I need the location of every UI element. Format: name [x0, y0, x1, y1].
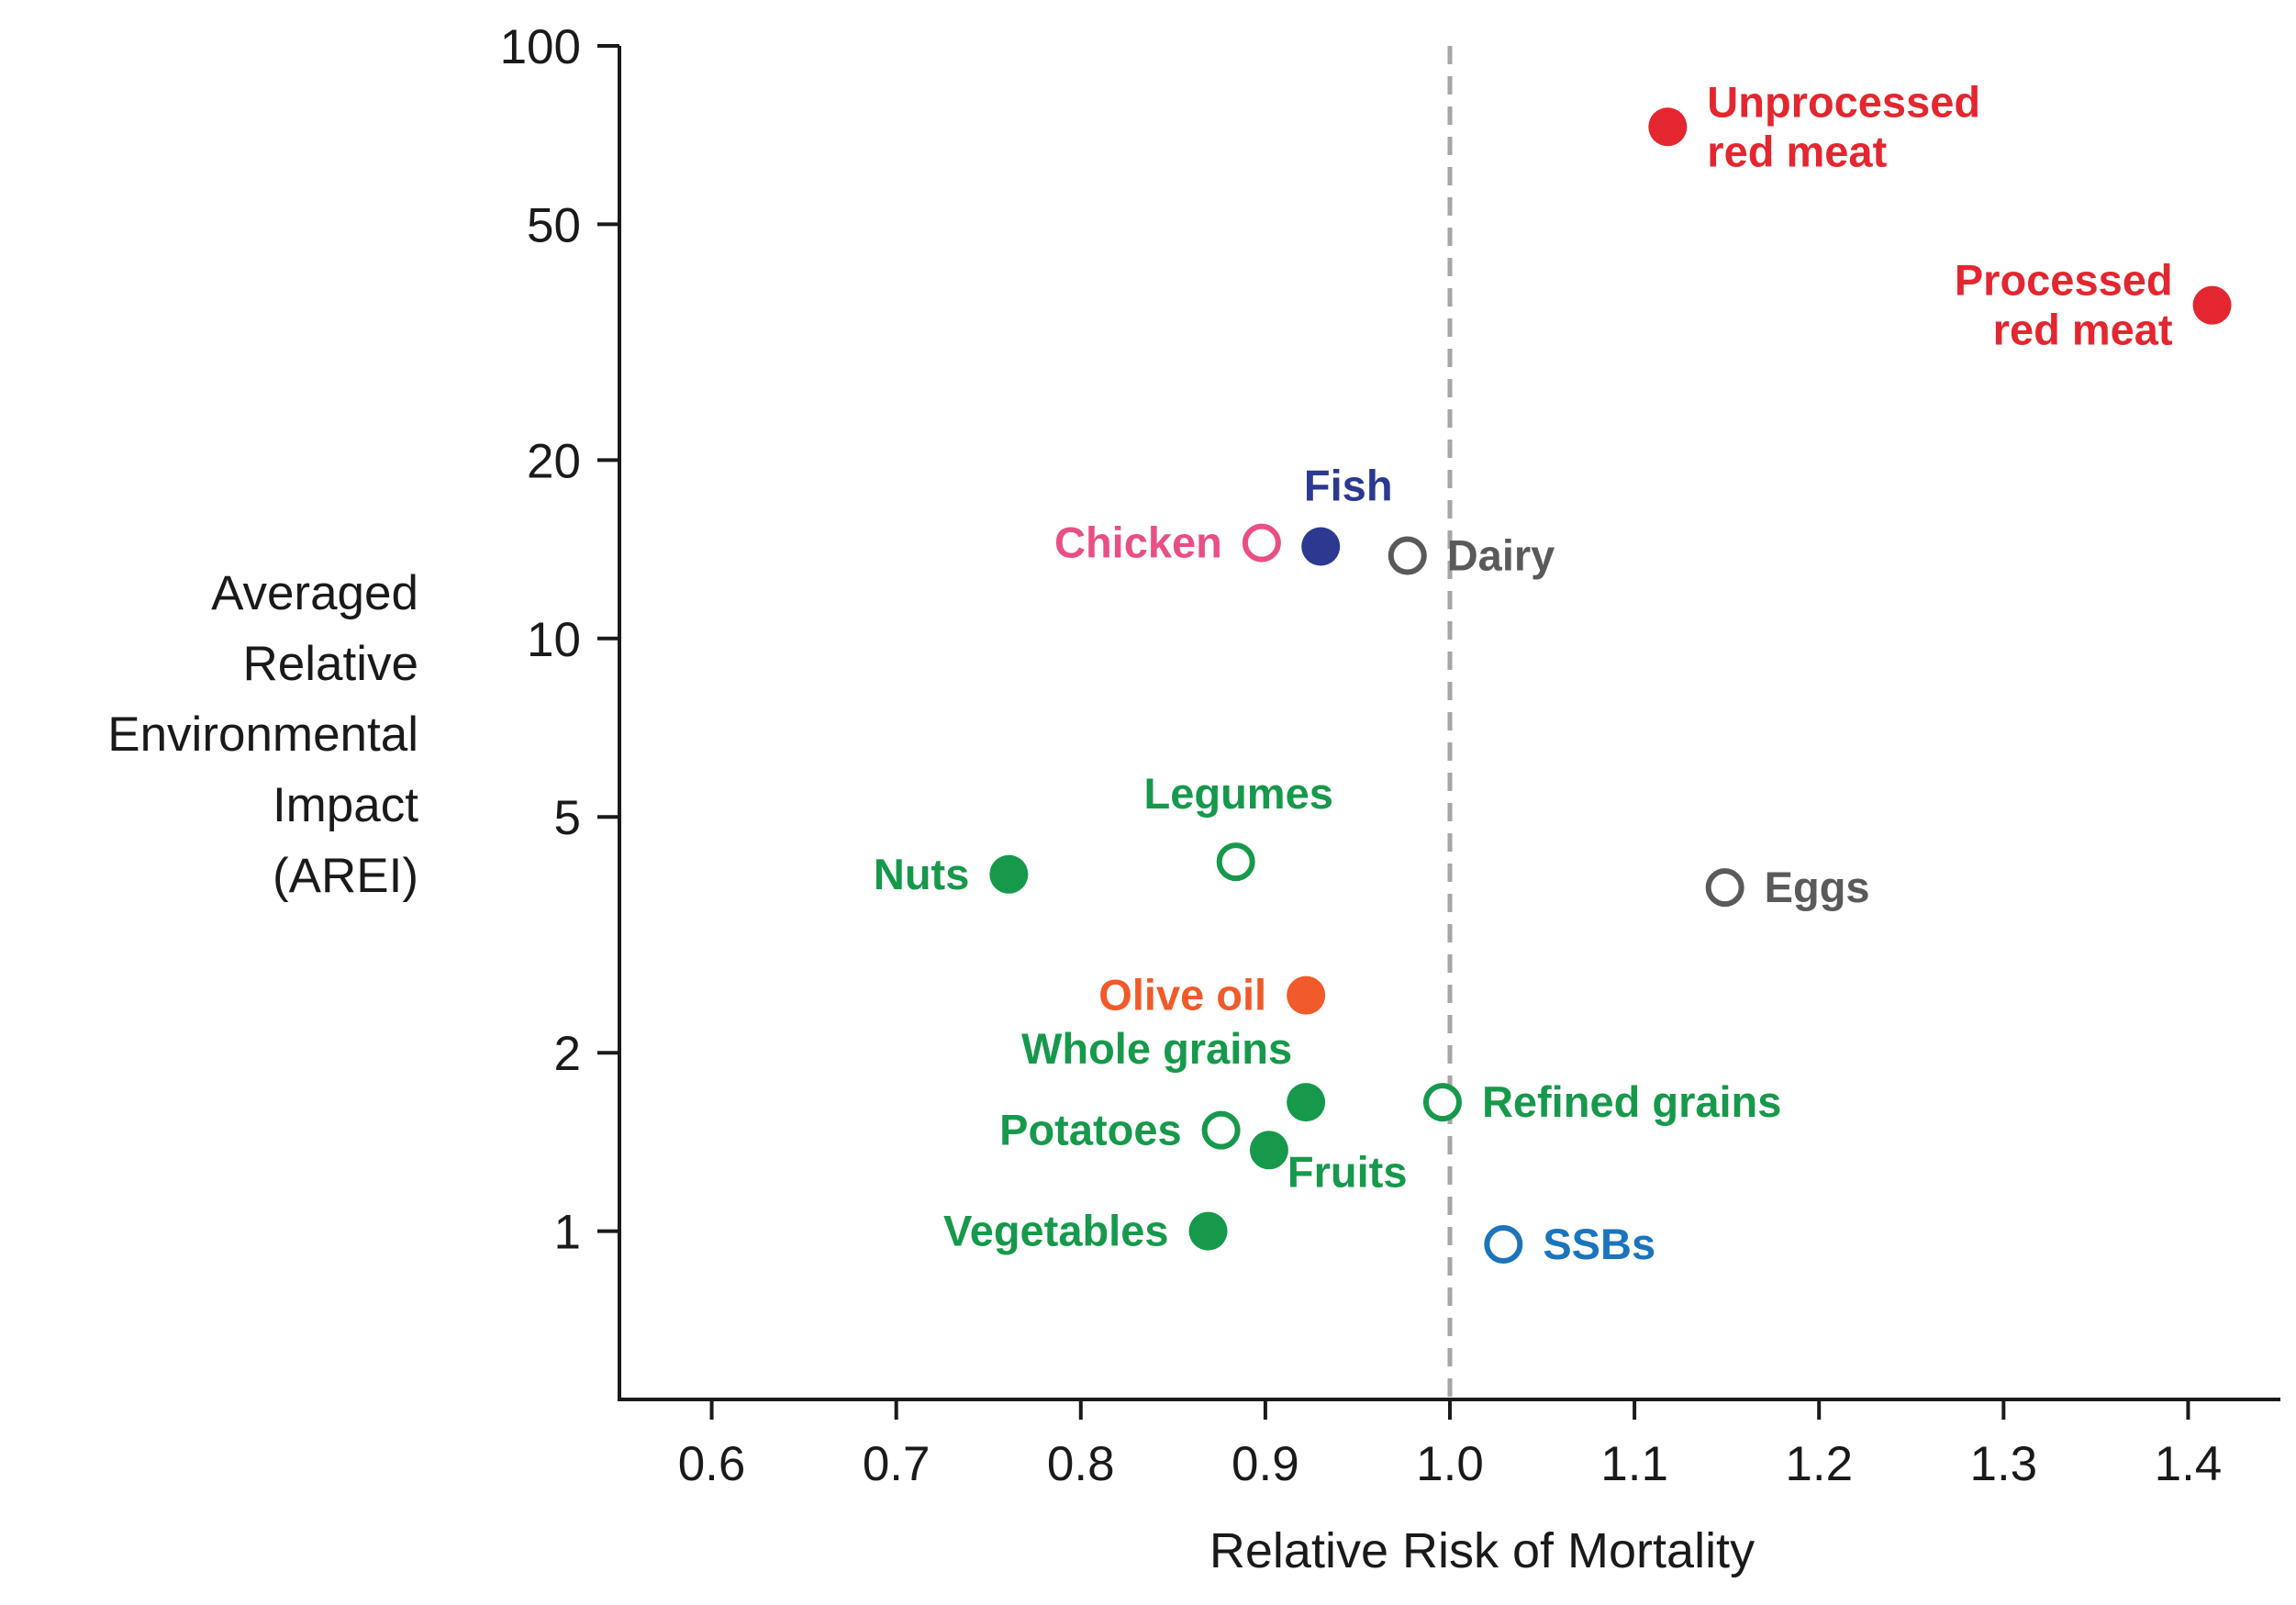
- y-tick-label: 10: [527, 613, 581, 667]
- x-tick-label: 0.8: [1047, 1437, 1115, 1491]
- point-ssbs: [1484, 1224, 1523, 1264]
- point-chicken: [1242, 523, 1281, 563]
- label-potatoes: Potatoes: [999, 1106, 1182, 1154]
- y-tick-label: 50: [527, 198, 581, 252]
- label-line: Unprocessed: [1707, 77, 1980, 126]
- x-tick-label: 1.0: [1416, 1437, 1484, 1491]
- point-vegetables: [1188, 1211, 1228, 1251]
- y-axis-title-line: (AREI): [273, 849, 418, 903]
- label-nuts: Nuts: [874, 850, 969, 898]
- y-axis-title-line: Impact: [272, 778, 418, 832]
- x-axis-title: Relative Risk of Mortality: [1209, 1523, 1755, 1578]
- point-nuts: [989, 854, 1029, 894]
- point-refined-grains: [1422, 1083, 1462, 1122]
- x-tick-label: 0.9: [1232, 1437, 1299, 1491]
- label-line: Processed: [1955, 256, 2173, 305]
- x-tick-label: 1.2: [1785, 1437, 1853, 1491]
- label-whole-grains: Whole grains: [1021, 1024, 1292, 1073]
- point-unprocessed-red-meat: [1648, 107, 1688, 147]
- label-line: Potatoes: [999, 1106, 1182, 1154]
- y-axis-title-line: Environmental: [107, 708, 418, 762]
- label-line: Whole grains: [1021, 1024, 1292, 1073]
- point-potatoes: [1201, 1110, 1241, 1150]
- y-axis-title-line: Averaged: [211, 566, 418, 620]
- point-processed-red-meat: [2192, 285, 2232, 325]
- label-line: SSBs: [1543, 1220, 1655, 1268]
- point-whole-grains: [1287, 1083, 1326, 1122]
- y-tick-label: 1: [554, 1206, 581, 1260]
- x-tick-label: 1.4: [2155, 1437, 2223, 1491]
- axes: 0.6 0.7 0.8 0.9 1.0 1.1 1.2 1.3 1.4 1 2 5 10 20 50 100: [500, 20, 2280, 1491]
- label-line: Fish: [1304, 461, 1393, 509]
- point-legumes: [1216, 842, 1255, 882]
- label-fish: Fish: [1304, 461, 1393, 509]
- label-line: Fruits: [1287, 1147, 1408, 1196]
- label-line: Olive oil: [1098, 971, 1266, 1020]
- label-line: Legumes: [1144, 769, 1333, 818]
- point-eggs: [1705, 868, 1744, 908]
- x-tick-label: 1.1: [1600, 1437, 1668, 1491]
- point-dairy: [1388, 536, 1427, 575]
- point-fruits: [1249, 1131, 1288, 1170]
- label-line: Nuts: [874, 850, 969, 898]
- label-line: Vegetables: [943, 1207, 1169, 1255]
- label-line: red meat: [1707, 127, 1887, 175]
- label-line: Dairy: [1447, 530, 1555, 579]
- label-vegetables: Vegetables: [943, 1207, 1169, 1255]
- label-fruits: Fruits: [1287, 1147, 1408, 1196]
- label-dairy: Dairy: [1447, 530, 1555, 579]
- y-tick-label: 100: [500, 20, 581, 74]
- x-tick-label: 1.3: [1969, 1437, 2037, 1491]
- label-eggs: Eggs: [1765, 863, 1870, 911]
- y-axis-title: Averaged Relative Environmental Impact (…: [0, 558, 418, 911]
- label-olive-oil: Olive oil: [1098, 971, 1266, 1020]
- label-line: Refined grains: [1482, 1077, 1781, 1126]
- label-ssbs: SSBs: [1543, 1220, 1655, 1268]
- label-refined-grains: Refined grains: [1482, 1077, 1781, 1126]
- point-olive-oil: [1287, 975, 1326, 1015]
- x-tick-label: 0.7: [863, 1437, 931, 1491]
- x-tick-label: 0.6: [678, 1437, 746, 1491]
- label-processed-red-meat: Processed red meat: [1955, 256, 2173, 354]
- y-axis-title-line: Relative: [242, 637, 418, 691]
- label-unprocessed-red-meat: Unprocessed red meat: [1707, 77, 1980, 175]
- y-tick-label: 2: [554, 1027, 581, 1081]
- y-tick-label: 20: [527, 434, 581, 488]
- label-chicken: Chicken: [1054, 518, 1222, 567]
- label-legumes: Legumes: [1144, 769, 1333, 818]
- label-line: red meat: [1993, 306, 2173, 354]
- label-line: Chicken: [1054, 518, 1222, 567]
- point-fish: [1301, 527, 1341, 566]
- data-points: [989, 107, 2232, 1264]
- label-line: Eggs: [1765, 863, 1870, 911]
- y-tick-label: 5: [554, 791, 581, 845]
